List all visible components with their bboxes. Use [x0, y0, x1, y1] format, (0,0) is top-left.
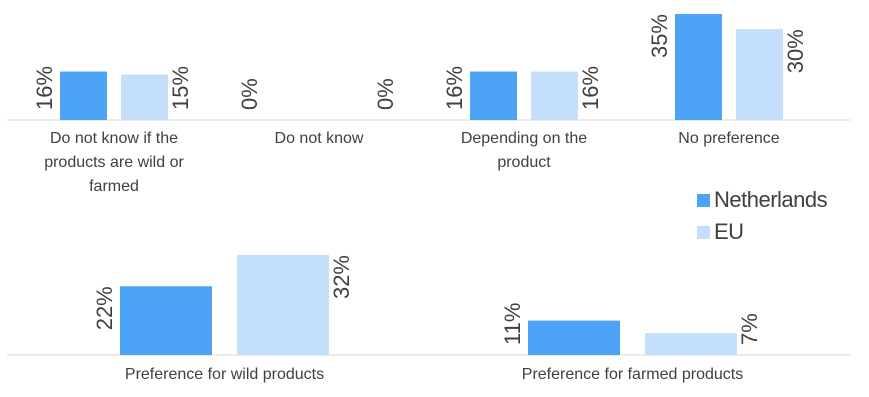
legend-label-eu: EU: [714, 219, 744, 244]
data-label-eu-depending-on-the-product: 16%: [578, 66, 603, 110]
bar-netherlands-no-preference: [675, 14, 722, 120]
data-label-netherlands-do-not-know-if-the-products-are-wild-or-farmed: 16%: [32, 66, 57, 110]
bar-netherlands-depending-on-the-product: [470, 71, 517, 120]
legend-label-netherlands: Netherlands: [714, 187, 828, 212]
category-label-depending-on-the-product-line-1: Depending on the: [461, 130, 587, 147]
data-label-eu-do-not-know: 0%: [373, 78, 398, 110]
data-label-eu-preference-for-wild-products: 32%: [329, 255, 354, 299]
category-label-no-preference: No preference: [678, 130, 779, 147]
data-label-netherlands-do-not-know: 0%: [237, 78, 262, 110]
bar-eu-depending-on-the-product: [531, 71, 578, 120]
category-label-do-not-know-if-the-products-are-wild-or-farmed-line-1: Do not know if the: [50, 130, 178, 147]
category-label-preference-for-wild-products: Preference for wild products: [125, 366, 324, 383]
bar-eu-do-not-know-if-the-products-are-wild-or-farmed: [121, 74, 168, 120]
legend: Netherlands EU: [697, 184, 828, 248]
bar-eu-preference-for-wild-products: [237, 255, 329, 355]
legend-item-eu: EU: [697, 216, 827, 248]
legend-swatch-netherlands: [697, 193, 710, 207]
data-label-netherlands-no-preference: 35%: [647, 14, 672, 58]
data-label-netherlands-depending-on-the-product: 16%: [442, 66, 467, 110]
category-label-depending-on-the-product-line-2: product: [497, 154, 551, 171]
data-label-netherlands-preference-for-farmed-products: 11%: [500, 303, 525, 345]
data-label-eu-no-preference: 30%: [783, 29, 808, 73]
category-label-do-not-know: Do not know: [275, 130, 364, 147]
bar-netherlands-preference-for-wild-products: [120, 286, 212, 355]
data-label-eu-do-not-know-if-the-products-are-wild-or-farmed: 15%: [168, 66, 193, 110]
bar-eu-preference-for-farmed-products: [645, 333, 737, 355]
legend-item-netherlands: Netherlands: [697, 184, 828, 216]
data-label-eu-preference-for-farmed-products: 7%: [737, 313, 762, 345]
bar-netherlands-preference-for-farmed-products: [528, 320, 620, 355]
category-label-do-not-know-if-the-products-are-wild-or-farmed-line-2: products are wild or: [44, 154, 184, 171]
data-label-netherlands-preference-for-wild-products: 22%: [92, 286, 117, 330]
category-label-do-not-know-if-the-products-are-wild-or-farmed-line-3: farmed: [89, 178, 139, 195]
bar-eu-no-preference: [736, 29, 783, 121]
legend-swatch-eu: [697, 225, 710, 239]
bar-netherlands-do-not-know-if-the-products-are-wild-or-farmed: [60, 71, 107, 120]
category-label-preference-for-farmed-products: Preference for farmed products: [522, 366, 743, 383]
